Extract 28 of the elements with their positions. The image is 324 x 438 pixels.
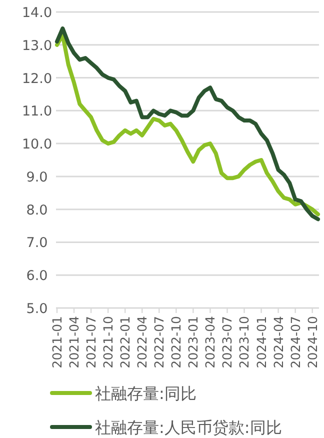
x-tick-label: 2024-07 [288, 316, 303, 368]
x-tick-label: 2022-07 [152, 316, 167, 368]
x-tick-label: 2022-01 [118, 316, 133, 368]
x-tick-label: 2023-07 [220, 316, 235, 368]
x-tick-label: 2023-01 [186, 316, 201, 368]
y-tick-label: 10.0 [22, 136, 52, 153]
x-tick-label: 2023-10 [236, 316, 252, 368]
x-tick-label: 2021-01 [50, 316, 64, 368]
y-tick-label: 9.0 [26, 169, 48, 186]
y-tick-label: 11.0 [22, 104, 52, 120]
x-tick-label: 2021-04 [66, 316, 82, 368]
legend-label: 社融存量:同比 [95, 384, 196, 403]
y-tick-label: 12.0 [22, 70, 52, 87]
x-tick-label: 2024-01 [254, 316, 269, 368]
x-tick-label: 2024-10 [304, 316, 320, 368]
y-tick-label: 6.0 [26, 268, 48, 284]
x-tick-label: 2021-10 [100, 316, 116, 368]
y-tick-label: 7.0 [26, 235, 48, 252]
y-tick-label: 14.0 [22, 5, 52, 21]
x-tick-label: 2022-04 [134, 316, 150, 368]
x-tick-label: 2022-10 [168, 316, 184, 368]
x-tick-label: 2021-07 [84, 316, 99, 368]
y-tick-label: 8.0 [26, 202, 48, 218]
x-tick-label: 2024-04 [270, 316, 286, 368]
y-tick-label: 5.0 [26, 301, 48, 317]
y-tick-label: 13.0 [22, 38, 52, 54]
legend-label: 社融存量:人民币贷款:同比 [95, 418, 282, 437]
x-tick-label: 2023-04 [202, 316, 218, 368]
